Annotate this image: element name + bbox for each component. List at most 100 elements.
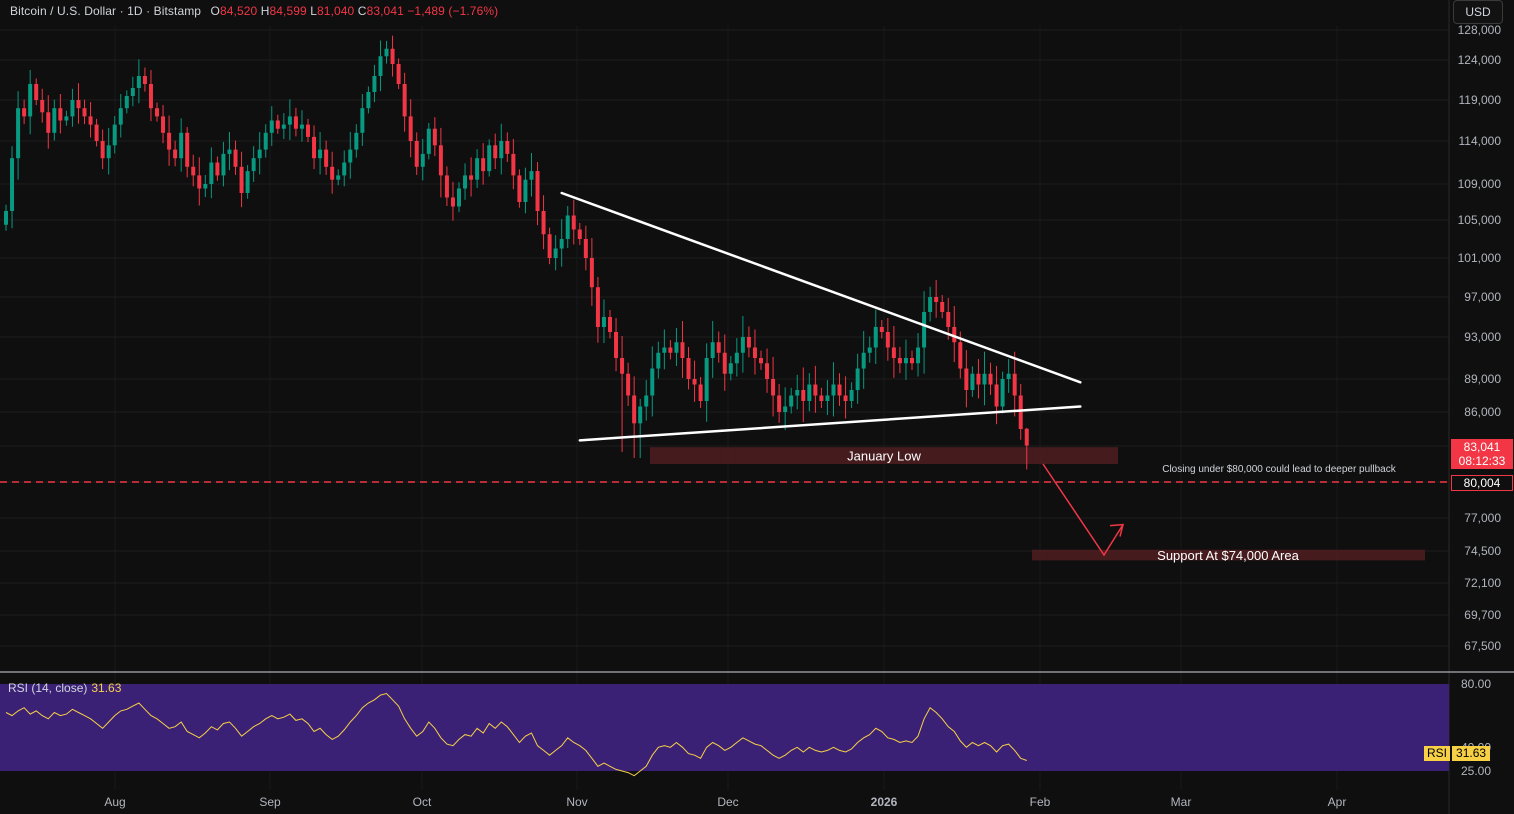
candle-body — [28, 84, 33, 117]
price-axis-label: 77,000 — [1464, 511, 1501, 525]
candle-body — [559, 239, 564, 249]
candle-body — [879, 327, 884, 332]
candle-body — [680, 342, 685, 358]
resistance-trendline — [560, 191, 1082, 384]
candle-body — [173, 149, 178, 159]
candle-body — [330, 166, 335, 180]
candle-body — [517, 175, 522, 202]
high-label: H — [260, 4, 270, 18]
january-low-zone — [650, 447, 1118, 464]
candle-body — [76, 100, 81, 109]
currency-button[interactable]: USD — [1453, 0, 1503, 24]
time-axis-label: Dec — [717, 795, 738, 809]
candle-body — [34, 84, 39, 100]
candle-body — [281, 124, 286, 129]
candle-body — [378, 56, 383, 76]
candle-body — [686, 358, 691, 379]
rsi-legend[interactable]: RSI (14, close) 31.63 — [8, 681, 121, 695]
candle-body — [432, 128, 437, 146]
price-axis-label: 97,000 — [1464, 290, 1501, 304]
candle-body — [197, 175, 202, 189]
time-axis-label: Mar — [1171, 795, 1192, 809]
rsi-band — [0, 684, 1449, 771]
candle-body — [487, 145, 492, 172]
candle-body — [112, 124, 117, 146]
candle-body — [897, 358, 902, 364]
rsi-axis-label: 25.00 — [1461, 764, 1491, 778]
candle-body — [922, 312, 927, 348]
candle-body — [565, 215, 570, 239]
candle-body — [318, 149, 323, 159]
countdown-value: 08:12:33 — [1458, 454, 1506, 468]
candle-body — [722, 352, 727, 374]
price-axis-label: 124,000 — [1458, 53, 1502, 67]
candle-body — [958, 342, 963, 369]
candle-body — [795, 390, 800, 396]
candle-body — [390, 48, 395, 64]
price-axis-label: 93,000 — [1464, 330, 1501, 344]
candle-body — [215, 162, 220, 176]
candle-body — [106, 145, 111, 159]
candle-body — [964, 368, 969, 390]
candle-body — [1018, 395, 1023, 429]
candle-body — [426, 128, 431, 154]
candle-body — [324, 149, 329, 167]
candle-body — [771, 379, 776, 396]
time-axis-label: Apr — [1328, 795, 1347, 809]
candle-body — [801, 390, 806, 401]
price-axis-label: 114,000 — [1459, 134, 1502, 148]
open-label: O — [210, 4, 220, 18]
candle-body — [946, 312, 951, 327]
candle-body — [813, 384, 818, 396]
candle-body — [221, 153, 226, 176]
candle-body — [100, 141, 105, 159]
candle-body — [58, 108, 63, 121]
candle-body — [777, 395, 782, 412]
candle-body — [420, 153, 425, 167]
projection-arrow — [1042, 463, 1124, 557]
time-axis-label: Aug — [104, 795, 125, 809]
candle-body — [360, 108, 365, 133]
support-trendline — [578, 405, 1082, 442]
candle-body — [293, 116, 298, 129]
candle-body — [263, 132, 268, 150]
price-axis-label: 105,000 — [1458, 213, 1502, 227]
time-axis-label: Feb — [1030, 795, 1051, 809]
candle-body — [4, 211, 8, 225]
support-zone — [1032, 549, 1425, 561]
candle-body — [662, 347, 667, 353]
candle-body — [970, 373, 975, 390]
candle-body — [783, 406, 788, 412]
candle-body — [64, 116, 69, 121]
candle-body — [843, 395, 848, 401]
candle-body — [523, 179, 528, 202]
candle-body — [142, 76, 147, 84]
candle-body — [529, 171, 534, 180]
candle-body — [499, 141, 504, 159]
candle-body — [124, 96, 129, 109]
candle-body — [245, 171, 250, 193]
candle-body — [577, 229, 582, 239]
price-axis-label: 89,000 — [1464, 372, 1501, 386]
candle-body — [191, 166, 196, 176]
rsi-title: RSI (14, close) — [8, 681, 88, 695]
candle-body — [414, 141, 419, 167]
candle-body — [626, 373, 631, 396]
candle-body — [668, 347, 673, 353]
rsi-axis-label: 80.00 — [1461, 677, 1491, 691]
low-value: 81,040 — [317, 4, 355, 18]
candle-body — [976, 373, 981, 385]
candle-body — [952, 327, 957, 343]
price-axis-label: 86,000 — [1464, 405, 1501, 419]
candle-body — [873, 327, 878, 348]
candle-body — [438, 145, 443, 176]
candle-body — [620, 358, 625, 374]
candle-body — [185, 132, 190, 167]
candle-body — [366, 92, 371, 109]
candle-body — [312, 136, 317, 159]
candle-body — [734, 352, 739, 364]
candle-body — [849, 390, 854, 401]
candle-body — [571, 215, 576, 230]
close-label: C — [357, 4, 367, 18]
